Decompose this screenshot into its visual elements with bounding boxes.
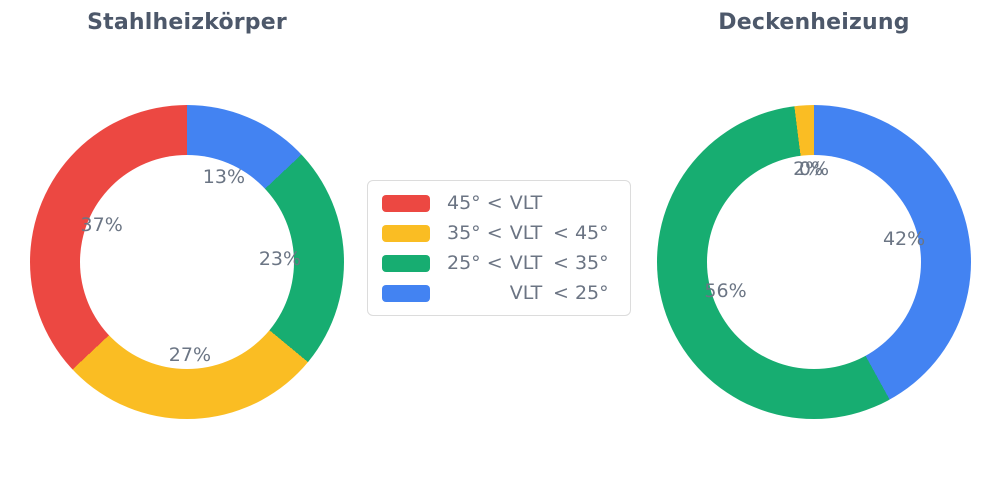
legend-label: 25° < VLT < 35° — [447, 252, 609, 274]
legend-label: VLT < 25° — [447, 282, 609, 304]
legend-label-term: VLT — [509, 282, 543, 304]
legend-label-suffix: < 35° — [553, 252, 609, 274]
legend-label-term: VLT — [509, 222, 543, 244]
slice-label: 23% — [258, 248, 302, 271]
slice-label: 37% — [80, 214, 123, 237]
slice-label: 13% — [202, 165, 246, 188]
donut-hole — [80, 155, 294, 369]
legend-swatch-red — [382, 194, 430, 212]
legend-label-term: VLT — [509, 192, 543, 214]
legend: 45° < VLT 35° < VLT < 45° 25° < VLT < 35… — [367, 180, 631, 316]
chart-title-stahlheizkoerper: Stahlheizkörper — [87, 10, 287, 35]
donut-hole — [707, 155, 921, 369]
legend-label-prefix: 45° < — [447, 192, 503, 214]
legend-swatch-yellow — [382, 224, 430, 242]
legend-item-35-vlt-45[interactable]: 35° < VLT < 45° — [382, 222, 616, 244]
slice-label: 0% — [798, 158, 830, 180]
legend-label-suffix: < 25° — [553, 282, 609, 304]
legend-label-suffix: < 45° — [553, 222, 609, 244]
legend-label: 35° < VLT < 45° — [447, 222, 609, 244]
legend-item-45-vlt[interactable]: 45° < VLT — [382, 192, 616, 214]
legend-item-25-vlt-35[interactable]: 25° < VLT < 35° — [382, 252, 616, 274]
slice-label: 42% — [882, 227, 926, 250]
legend-label: 45° < VLT — [447, 192, 609, 214]
legend-item-vlt-25[interactable]: VLT < 25° — [382, 282, 616, 304]
chart-title-deckenheizung: Deckenheizung — [718, 10, 910, 35]
slice-label: 2% — [793, 158, 824, 181]
donut-ring-stahlheizkoerper[interactable]: 13% 23% 27% 37% — [30, 105, 344, 419]
slice-label: 56% — [704, 279, 747, 302]
slice-label: 27% — [168, 343, 212, 366]
legend-label-prefix: 25° < — [447, 252, 503, 274]
chart-deckenheizung: Deckenheizung 42% 56% 2% 0% — [657, 0, 971, 500]
legend-label-term: VLT — [509, 252, 543, 274]
donut-ring-deckenheizung[interactable]: 42% 56% 2% 0% — [657, 105, 971, 419]
legend-swatch-green — [382, 254, 430, 272]
chart-stahlheizkoerper: Stahlheizkörper 13% 23% 27% 37% — [30, 0, 344, 500]
legend-label-prefix: 35° < — [447, 222, 503, 244]
legend-swatch-blue — [382, 284, 430, 302]
